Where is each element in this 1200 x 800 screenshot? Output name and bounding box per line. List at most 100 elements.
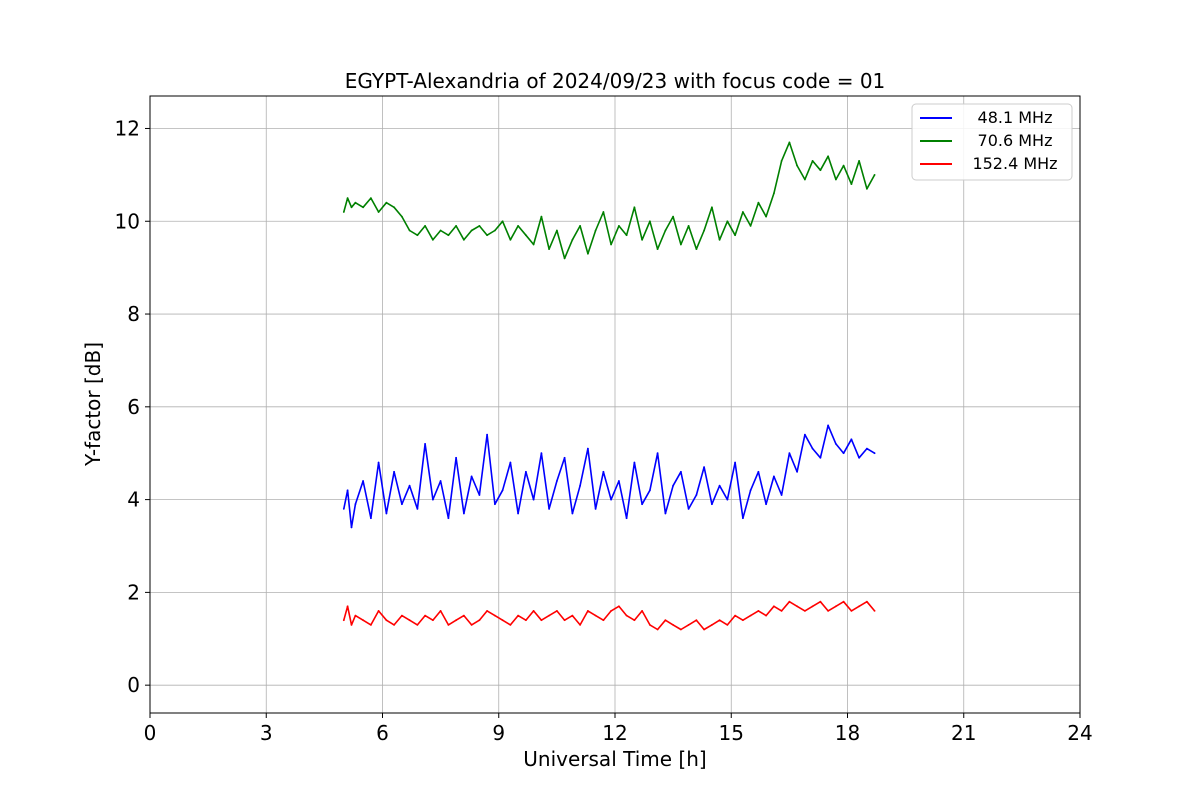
data-point-70-6-mhz	[463, 238, 465, 241]
data-point-48-1-mhz	[641, 503, 643, 506]
data-point-70-6-mhz	[850, 183, 853, 186]
data-point-70-6-mhz	[711, 206, 713, 209]
data-point-70-6-mhz	[695, 248, 698, 251]
data-point-48-1-mhz	[447, 517, 450, 520]
data-point-48-1-mhz	[346, 489, 349, 492]
data-point-152-4-mhz	[424, 614, 426, 617]
data-point-70-6-mhz	[780, 160, 783, 162]
x-tick-label: 12	[602, 721, 627, 745]
data-point-70-6-mhz	[346, 197, 349, 200]
data-point-70-6-mhz	[842, 164, 845, 167]
chart-title: EGYPT-Alexandria of 2024/09/23 with focu…	[345, 69, 886, 93]
data-point-70-6-mhz	[742, 211, 744, 213]
data-point-152-4-mhz	[416, 624, 419, 626]
data-point-70-6-mhz	[749, 225, 752, 227]
data-point-152-4-mhz	[827, 610, 829, 612]
data-point-152-4-mhz	[703, 628, 705, 631]
y-tick-label: 4	[127, 488, 140, 512]
data-point-152-4-mhz	[563, 619, 566, 622]
data-point-48-1-mhz	[664, 512, 667, 515]
data-point-48-1-mhz	[811, 447, 814, 450]
data-point-48-1-mhz	[695, 494, 698, 496]
data-point-152-4-mhz	[401, 614, 403, 617]
data-point-70-6-mhz	[804, 178, 806, 181]
data-point-48-1-mhz	[432, 498, 434, 501]
data-point-70-6-mhz	[765, 215, 767, 218]
x-tick-label: 18	[835, 721, 860, 745]
data-point-48-1-mhz	[656, 452, 659, 455]
data-point-152-4-mhz	[649, 624, 651, 626]
y-tick-label: 2	[127, 580, 140, 604]
data-point-70-6-mhz	[354, 201, 357, 204]
data-point-152-4-mhz	[408, 619, 411, 622]
data-point-48-1-mhz	[579, 484, 581, 487]
data-point-152-4-mhz	[540, 619, 543, 622]
data-point-152-4-mhz	[866, 600, 868, 603]
data-point-48-1-mhz	[749, 489, 752, 492]
data-point-48-1-mhz	[842, 452, 845, 455]
data-point-152-4-mhz	[641, 610, 643, 612]
data-point-70-6-mhz	[342, 211, 345, 213]
data-point-48-1-mhz	[548, 508, 550, 510]
data-point-48-1-mhz	[680, 470, 682, 473]
data-point-152-4-mhz	[788, 600, 791, 603]
legend-box	[911, 103, 1073, 181]
data-point-70-6-mhz	[788, 141, 791, 144]
data-point-48-1-mhz	[362, 480, 364, 482]
data-point-152-4-mhz	[486, 610, 488, 612]
data-point-70-6-mhz	[672, 215, 674, 218]
data-point-70-6-mhz	[350, 206, 353, 209]
data-point-70-6-mhz	[556, 229, 558, 232]
data-point-70-6-mhz	[873, 174, 876, 176]
data-point-70-6-mhz	[455, 225, 457, 227]
data-point-48-1-mhz	[478, 494, 481, 496]
data-point-48-1-mhz	[796, 470, 798, 473]
data-point-48-1-mhz	[408, 484, 411, 487]
data-point-70-6-mhz	[757, 201, 760, 204]
data-point-152-4-mhz	[342, 619, 345, 622]
data-point-70-6-mhz	[587, 252, 589, 255]
data-point-152-4-mhz	[525, 619, 527, 622]
data-point-152-4-mhz	[370, 624, 372, 626]
data-point-70-6-mhz	[687, 225, 690, 227]
data-point-70-6-mhz	[548, 248, 550, 251]
data-point-152-4-mhz	[780, 610, 783, 612]
data-point-152-4-mhz	[618, 605, 620, 608]
data-point-48-1-mhz	[509, 461, 512, 464]
data-point-152-4-mhz	[672, 624, 674, 626]
data-point-70-6-mhz	[532, 243, 535, 246]
data-point-152-4-mhz	[393, 624, 395, 626]
data-point-70-6-mhz	[579, 225, 581, 227]
data-point-70-6-mhz	[509, 238, 512, 241]
data-point-70-6-mhz	[501, 220, 504, 223]
data-point-70-6-mhz	[827, 155, 829, 158]
data-point-152-4-mhz	[873, 610, 876, 612]
data-point-48-1-mhz	[819, 456, 822, 459]
data-point-152-4-mhz	[432, 619, 434, 622]
data-point-70-6-mhz	[370, 197, 372, 200]
data-point-48-1-mhz	[866, 447, 868, 450]
data-point-48-1-mhz	[711, 503, 713, 506]
data-point-70-6-mhz	[432, 238, 434, 241]
data-point-70-6-mhz	[362, 206, 364, 209]
data-point-48-1-mhz	[563, 456, 566, 459]
data-point-70-6-mhz	[625, 234, 628, 237]
data-point-70-6-mhz	[439, 229, 442, 232]
data-point-70-6-mhz	[478, 225, 481, 227]
data-point-48-1-mhz	[835, 443, 837, 445]
data-point-152-4-mhz	[548, 614, 550, 617]
data-point-48-1-mhz	[463, 512, 465, 515]
data-point-70-6-mhz	[664, 229, 667, 232]
data-point-48-1-mhz	[401, 503, 403, 506]
data-point-152-4-mhz	[734, 614, 736, 617]
x-tick-label: 15	[719, 721, 744, 745]
data-point-152-4-mhz	[377, 610, 380, 612]
data-point-70-6-mhz	[594, 229, 597, 232]
data-point-152-4-mhz	[470, 624, 473, 626]
x-tick-label: 6	[376, 721, 389, 745]
data-point-70-6-mhz	[525, 234, 527, 237]
data-point-70-6-mhz	[811, 160, 814, 162]
data-point-152-4-mhz	[811, 605, 814, 608]
data-point-152-4-mhz	[656, 628, 659, 631]
data-point-48-1-mhz	[687, 508, 690, 510]
